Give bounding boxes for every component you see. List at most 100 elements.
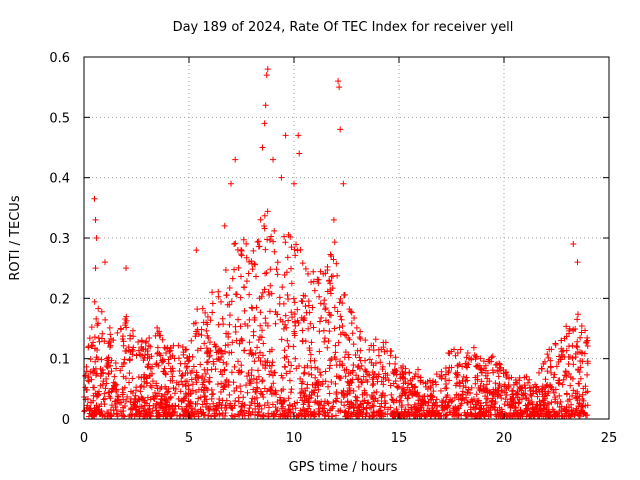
data-point xyxy=(345,408,352,415)
data-point xyxy=(124,393,131,400)
data-point xyxy=(176,413,183,420)
data-point xyxy=(307,320,314,327)
data-point xyxy=(424,402,431,409)
data-point xyxy=(204,313,211,320)
data-point-outlier xyxy=(263,72,270,79)
data-point xyxy=(544,368,551,375)
data-point xyxy=(474,363,481,370)
data-point xyxy=(165,360,172,367)
data-point xyxy=(480,358,487,365)
data-point xyxy=(357,357,364,364)
data-point xyxy=(433,396,440,403)
data-point xyxy=(393,371,400,378)
data-point xyxy=(255,408,262,415)
data-point xyxy=(161,365,168,372)
data-point xyxy=(565,330,572,337)
data-point xyxy=(470,404,477,411)
data-point xyxy=(185,390,192,397)
data-point xyxy=(267,266,274,273)
data-point xyxy=(266,308,273,315)
data-point xyxy=(291,246,298,253)
data-point xyxy=(362,376,369,383)
data-point xyxy=(195,395,202,402)
data-point xyxy=(297,394,304,401)
data-point xyxy=(270,238,277,245)
data-point xyxy=(248,258,255,265)
data-point xyxy=(215,293,222,300)
data-point xyxy=(251,358,258,365)
data-point xyxy=(272,389,279,396)
data-point xyxy=(282,412,289,419)
data-point xyxy=(255,373,262,380)
data-point xyxy=(138,338,145,345)
data-point xyxy=(545,409,552,416)
data-point xyxy=(557,356,564,363)
data-point xyxy=(91,384,98,391)
data-point xyxy=(306,309,313,316)
data-point xyxy=(316,293,323,300)
data-point xyxy=(262,362,269,369)
data-point xyxy=(301,369,308,376)
data-point xyxy=(177,360,184,367)
data-point xyxy=(120,373,127,380)
data-point xyxy=(244,322,251,329)
data-point xyxy=(265,413,272,420)
data-point xyxy=(370,395,377,402)
data-point xyxy=(464,377,471,384)
data-point xyxy=(274,311,281,318)
data-point xyxy=(287,389,294,396)
data-point xyxy=(183,346,190,353)
data-point xyxy=(138,345,145,352)
data-point xyxy=(293,241,300,248)
x-tick-label: 15 xyxy=(391,431,408,446)
data-point xyxy=(584,358,591,365)
data-point xyxy=(127,411,134,418)
data-point xyxy=(268,362,275,369)
data-point xyxy=(371,409,378,416)
data-point xyxy=(221,412,228,419)
data-point xyxy=(215,288,222,295)
data-point xyxy=(446,377,453,384)
data-point xyxy=(99,367,106,374)
data-point xyxy=(546,346,553,353)
data-point xyxy=(524,379,531,386)
data-point xyxy=(328,253,335,260)
data-point xyxy=(169,402,176,409)
data-point xyxy=(186,402,193,409)
data-point xyxy=(301,397,308,404)
data-point xyxy=(130,333,137,340)
data-point xyxy=(278,400,285,407)
grid-lines xyxy=(84,57,609,419)
data-point xyxy=(135,339,142,346)
data-point xyxy=(137,388,144,395)
data-point xyxy=(376,403,383,410)
data-point xyxy=(189,387,196,394)
data-point xyxy=(406,387,413,394)
data-point xyxy=(94,356,101,363)
data-point xyxy=(352,393,359,400)
data-point xyxy=(193,330,200,337)
data-point xyxy=(556,404,563,411)
data-point xyxy=(251,316,258,323)
data-point xyxy=(490,369,497,376)
data-point xyxy=(305,371,312,378)
data-point xyxy=(381,348,388,355)
data-point xyxy=(349,330,356,337)
data-point-outlier xyxy=(93,235,100,241)
data-point xyxy=(344,398,351,405)
data-point xyxy=(194,374,201,381)
data-point xyxy=(306,344,313,351)
data-point xyxy=(250,247,257,254)
data-point xyxy=(321,297,328,304)
data-point xyxy=(98,370,105,377)
data-point xyxy=(105,354,112,361)
data-point-outlier xyxy=(123,265,129,272)
data-point xyxy=(476,405,483,412)
data-point xyxy=(149,370,156,377)
data-point xyxy=(308,388,315,395)
data-point xyxy=(463,374,470,381)
data-point xyxy=(404,395,411,402)
data-point xyxy=(346,306,353,313)
data-point xyxy=(102,316,109,323)
data-point xyxy=(332,412,339,419)
